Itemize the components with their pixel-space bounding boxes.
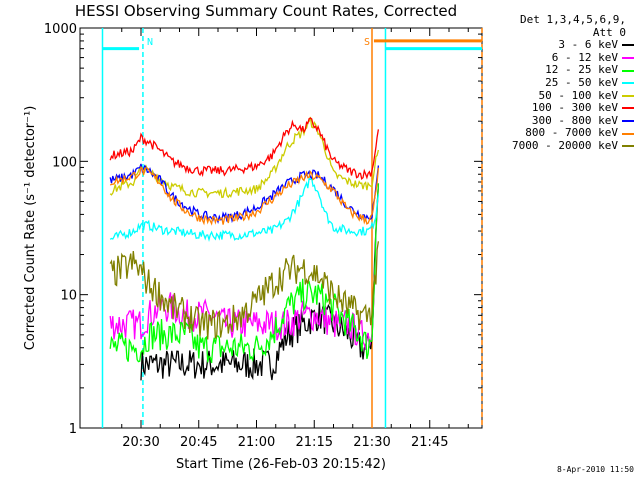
legend-label: 100 - 300 keV bbox=[531, 101, 618, 115]
x-tick-label: 21:45 bbox=[411, 435, 448, 450]
series-25-50kev bbox=[109, 177, 380, 243]
x-axis-label: Start Time (26-Feb-03 20:15:42) bbox=[176, 457, 386, 472]
legend-item: 12 - 25 keV bbox=[484, 64, 634, 77]
legend-item: 300 - 800 keV bbox=[484, 113, 634, 128]
legend-attenuator: Att 0 bbox=[592, 25, 626, 39]
legend-detectors: Det 1,3,4,5,6,9, bbox=[520, 13, 626, 26]
series-7000-20000kev bbox=[109, 241, 380, 340]
x-tick-label: 21:30 bbox=[353, 435, 390, 450]
legend-label: 50 - 100 keV bbox=[538, 88, 618, 102]
y-tick-label: 1 bbox=[69, 422, 77, 437]
legend-swatch bbox=[622, 120, 634, 123]
series-300-800kev bbox=[109, 163, 380, 225]
legend-swatch bbox=[622, 107, 634, 110]
series-800-7000kev bbox=[109, 165, 380, 226]
flag-label: N bbox=[147, 37, 153, 48]
legend-label: 25 - 50 keV bbox=[545, 75, 618, 89]
y-tick-label: 100 bbox=[52, 155, 77, 170]
legend-label: 800 - 7000 keV bbox=[525, 126, 618, 140]
legend-swatch bbox=[622, 132, 634, 135]
legend-label: 300 - 800 keV bbox=[531, 113, 618, 127]
x-tick-label: 20:30 bbox=[122, 435, 159, 450]
legend-item: 3 - 6 keV bbox=[484, 39, 634, 52]
y-axis-label: Corrected Count Rate (s⁻¹ detector⁻¹) bbox=[23, 106, 38, 351]
x-tick-label: 21:15 bbox=[296, 435, 333, 450]
y-tick-label: 10 bbox=[60, 289, 77, 304]
legend-item: 800 - 7000 keV bbox=[484, 127, 634, 140]
legend-label: 7000 - 20000 keV bbox=[512, 138, 618, 152]
legend-label: 6 - 12 keV bbox=[551, 50, 618, 64]
series-3-6kev bbox=[140, 184, 380, 381]
y-tick-label: 1000 bbox=[44, 22, 77, 37]
legend-item: 7000 - 20000 keV bbox=[484, 138, 634, 153]
legend-item: 100 - 300 keV bbox=[484, 102, 634, 115]
chart-title: HESSI Observing Summary Count Rates, Cor… bbox=[75, 2, 457, 20]
series-12-25kev bbox=[109, 183, 380, 364]
timestamp: 8-Apr-2010 11:50 bbox=[556, 465, 634, 474]
legend-swatch bbox=[622, 94, 634, 97]
series-50-100kev bbox=[109, 116, 380, 199]
x-tick-label: 20:45 bbox=[180, 435, 217, 450]
legend-swatch bbox=[622, 82, 634, 85]
legend-item: 25 - 50 keV bbox=[484, 75, 634, 90]
legend-label: 12 - 25 keV bbox=[545, 63, 618, 77]
legend-label: 3 - 6 keV bbox=[558, 38, 618, 52]
legend-swatch bbox=[622, 44, 634, 47]
series-100-300kev bbox=[109, 117, 380, 180]
flag-label: S bbox=[364, 37, 370, 48]
legend-item: 6 - 12 keV bbox=[484, 50, 634, 65]
legend-item: 50 - 100 keV bbox=[484, 88, 634, 103]
series-6-12kev bbox=[109, 183, 380, 351]
x-tick-label: 21:00 bbox=[238, 435, 275, 450]
legend-swatch bbox=[622, 57, 634, 60]
legend: Det 1,3,4,5,6,9, Att 0 3 - 6 keV 6 - 12 k… bbox=[484, 13, 634, 153]
legend-swatch bbox=[622, 69, 634, 72]
legend-swatch bbox=[622, 145, 634, 148]
